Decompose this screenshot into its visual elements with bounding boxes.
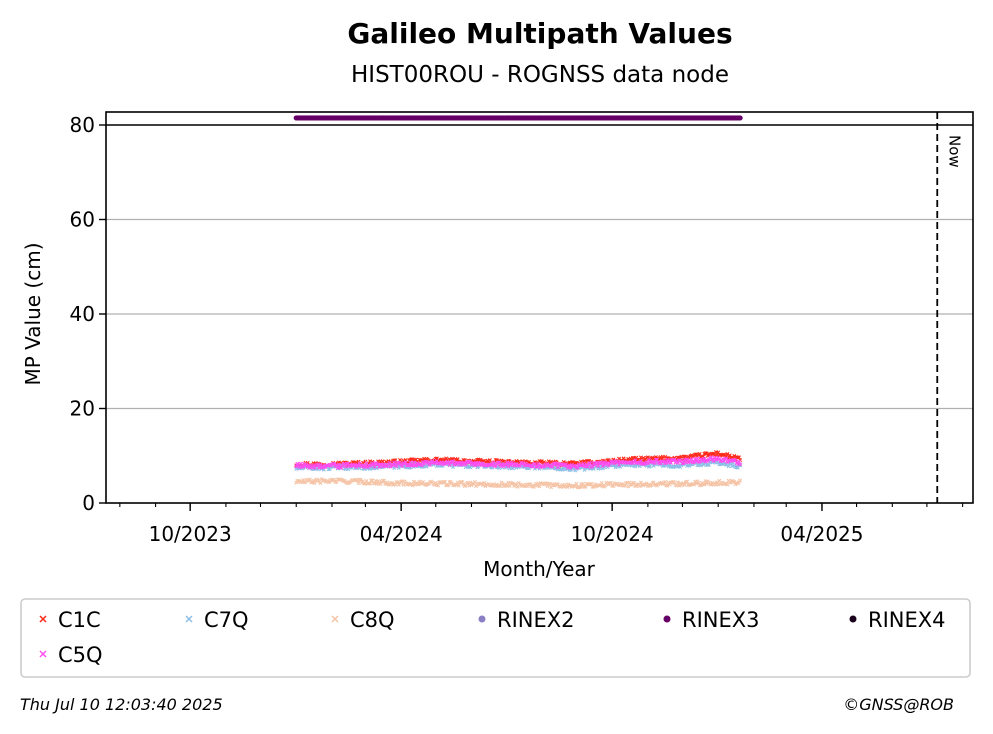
y-tick-label: 80 <box>70 113 95 137</box>
legend-item-c5q: C5Q <box>39 643 103 667</box>
legend-marker <box>39 650 47 658</box>
legend-item-c1c: C1C <box>39 608 101 632</box>
legend-label: RINEX2 <box>497 608 575 632</box>
data-series <box>293 115 743 490</box>
series-rinex3 <box>293 115 743 121</box>
x-tick-label: 10/2024 <box>571 522 654 546</box>
legend-marker <box>849 615 857 623</box>
footer-copyright: ©GNSS@ROB <box>843 695 954 714</box>
legend-marker <box>331 615 339 623</box>
legend-marker <box>478 615 486 623</box>
chart-subtitle: HIST00ROU - ROGNSS data node <box>351 62 729 88</box>
legend: C1C C7Q C8Q RINEX2 RINEX3 RINEX4 C5Q <box>39 608 946 667</box>
axis-ticks: 0 20 40 60 80 10/2023 04/2024 10/2024 04/2025 <box>70 113 964 546</box>
chart-title: Galileo Multipath Values <box>347 17 732 50</box>
legend-label: C8Q <box>350 608 395 632</box>
legend-item-rinex2: RINEX2 <box>478 608 575 632</box>
legend-marker <box>185 615 193 623</box>
y-axis-label: MP Value (cm) <box>21 242 45 385</box>
series-c8q <box>294 477 743 490</box>
now-label: Now <box>945 135 963 168</box>
x-tick-label: 10/2023 <box>149 522 232 546</box>
legend-label: RINEX3 <box>682 608 760 632</box>
legend-label: C5Q <box>58 643 103 667</box>
x-axis-label: Month/Year <box>483 557 596 581</box>
legend-label: C7Q <box>204 608 249 632</box>
y-tick-label: 40 <box>70 302 95 326</box>
x-tick-label: 04/2024 <box>360 522 443 546</box>
legend-marker <box>663 615 671 623</box>
y-tick-label: 20 <box>70 397 95 421</box>
y-tick-label: 60 <box>70 208 95 232</box>
legend-marker <box>39 615 47 623</box>
now-marker: Now <box>936 112 963 503</box>
grid-lines <box>106 218 973 410</box>
legend-item-rinex3: RINEX3 <box>663 608 760 632</box>
legend-item-c7q: C7Q <box>185 608 249 632</box>
footer-timestamp: Thu Jul 10 12:03:40 2025 <box>20 695 223 714</box>
x-tick-label: 04/2025 <box>780 522 863 546</box>
legend-label: RINEX4 <box>868 608 946 632</box>
series-c5q <box>294 455 743 471</box>
legend-box <box>20 598 971 678</box>
plot-frame <box>105 111 974 504</box>
y-tick-label: 0 <box>82 491 95 515</box>
legend-item-rinex4: RINEX4 <box>849 608 946 632</box>
legend-label: C1C <box>58 608 101 632</box>
legend-item-c8q: C8Q <box>331 608 395 632</box>
